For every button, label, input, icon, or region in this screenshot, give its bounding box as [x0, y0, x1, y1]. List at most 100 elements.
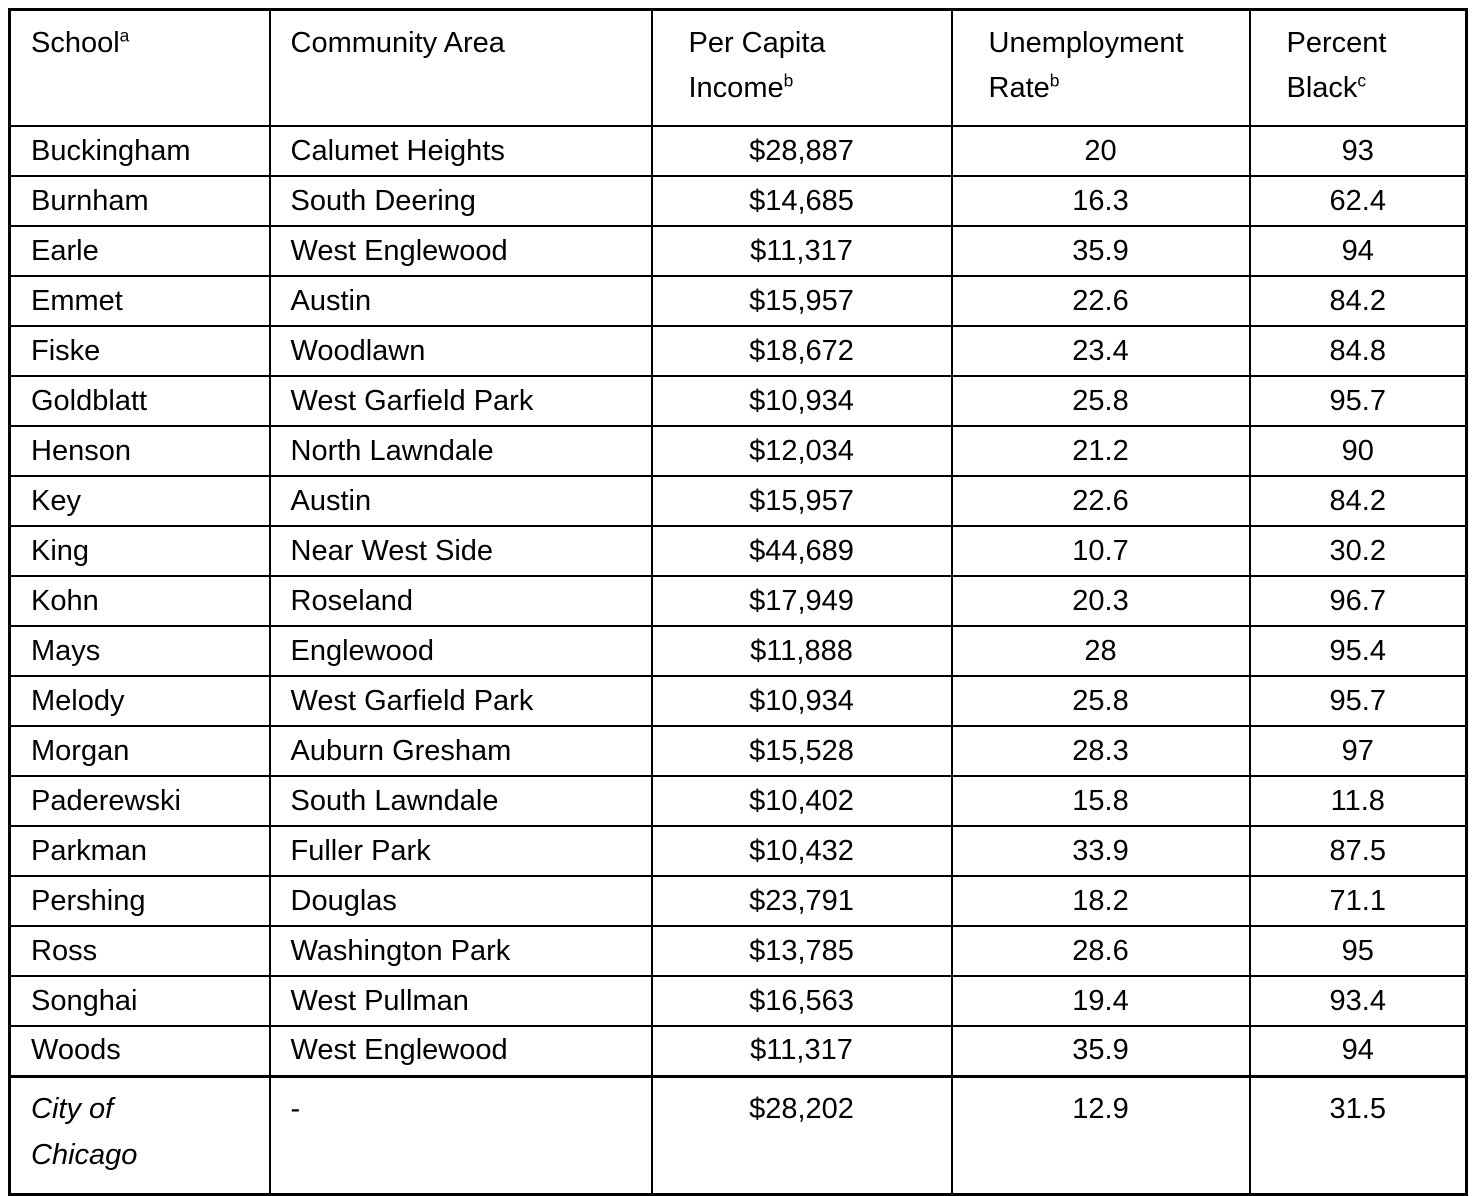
cell-school: King — [8, 525, 271, 577]
cell-school: Parkman — [8, 825, 271, 877]
footnote-marker-a: a — [119, 25, 130, 46]
cell-unemployment-rate: 28.6 — [950, 925, 1251, 977]
cell-unemployment-rate: 22.6 — [950, 475, 1251, 527]
cell-school: Goldblatt — [8, 375, 271, 427]
cell-per-capita-income: $16,563 — [650, 975, 953, 1027]
cell-school: Woods — [8, 1025, 271, 1077]
cell-school: Melody — [8, 675, 271, 727]
table-row: Buckingham Calumet Heights $28,887 20 93 — [8, 125, 1468, 177]
cell-per-capita-income: $44,689 — [650, 525, 953, 577]
footnote-marker-c: c — [1357, 70, 1367, 91]
cell-community-area: West Pullman — [268, 975, 653, 1027]
cell-unemployment-rate: 25.8 — [950, 375, 1251, 427]
cell-per-capita-income: $11,317 — [650, 1025, 953, 1077]
cell-unemployment-rate: 16.3 — [950, 175, 1251, 227]
cell-community-area: Douglas — [268, 875, 653, 927]
cell-community-area: Auburn Gresham — [268, 725, 653, 777]
cell-school: Emmet — [8, 275, 271, 327]
cell-unemployment-rate: 10.7 — [950, 525, 1251, 577]
cell-per-capita-income: $10,432 — [650, 825, 953, 877]
cell-percent-black: 93 — [1248, 125, 1468, 177]
column-header-percent-black: Percent Blackc — [1248, 8, 1468, 127]
table-row: King Near West Side $44,689 10.7 30.2 — [8, 525, 1468, 577]
table-row: Earle West Englewood $11,317 35.9 94 — [8, 225, 1468, 277]
cell-school: Kohn — [8, 575, 271, 627]
cell-community-area: West Englewood — [268, 1025, 653, 1077]
cell-percent-black: 30.2 — [1248, 525, 1468, 577]
table-row: Emmet Austin $15,957 22.6 84.2 — [8, 275, 1468, 327]
cell-school: Henson — [8, 425, 271, 477]
cell-community-area: Calumet Heights — [268, 125, 653, 177]
cell-percent-black: 84.8 — [1248, 325, 1468, 377]
cell-school: Morgan — [8, 725, 271, 777]
cell-percent-black: 94 — [1248, 1025, 1468, 1077]
cell-per-capita-income: $17,949 — [650, 575, 953, 627]
cell-school: Fiske — [8, 325, 271, 377]
cell-percent-black: 97 — [1248, 725, 1468, 777]
cell-unemployment-rate: 25.8 — [950, 675, 1251, 727]
table-row: Henson North Lawndale $12,034 21.2 90 — [8, 425, 1468, 477]
cell-percent-black: 87.5 — [1248, 825, 1468, 877]
table-row: Pershing Douglas $23,791 18.2 71.1 — [8, 875, 1468, 927]
cell-community-area: West Englewood — [268, 225, 653, 277]
cell-community-area: North Lawndale — [268, 425, 653, 477]
total-row-label: City of Chicago — [31, 1092, 138, 1171]
cell-percent-black: 84.2 — [1248, 475, 1468, 527]
cell-per-capita-income: $15,528 — [650, 725, 953, 777]
cell-per-capita-income: $10,934 — [650, 675, 953, 727]
cell-unemployment-rate: 35.9 — [950, 225, 1251, 277]
cell-per-capita-income: $10,402 — [650, 775, 953, 827]
table-row: Key Austin $15,957 22.6 84.2 — [8, 475, 1468, 527]
cell-per-capita-income: $15,957 — [650, 475, 953, 527]
cell-per-capita-income: $12,034 — [650, 425, 953, 477]
cell-community-area: Englewood — [268, 625, 653, 677]
cell-community-area: Fuller Park — [268, 825, 653, 877]
column-header-school: Schoola — [8, 8, 271, 127]
cell-per-capita-income: $18,672 — [650, 325, 953, 377]
cell-unemployment-rate: 18.2 — [950, 875, 1251, 927]
cell-community-area: West Garfield Park — [268, 675, 653, 727]
footnote-marker-b: b — [783, 70, 794, 91]
table-header: Schoola Community Area Per Capita Incomeb Un… — [8, 8, 1468, 127]
cell-per-capita-income: $28,887 — [650, 125, 953, 177]
cell-per-capita-income: $28,202 — [650, 1074, 953, 1195]
table-row: Morgan Auburn Gresham $15,528 28.3 97 — [8, 725, 1468, 777]
cell-per-capita-income: $14,685 — [650, 175, 953, 227]
cell-per-capita-income: $13,785 — [650, 925, 953, 977]
cell-unemployment-rate: 15.8 — [950, 775, 1251, 827]
table-row: Ross Washington Park $13,785 28.6 95 — [8, 925, 1468, 977]
cell-percent-black: 90 — [1248, 425, 1468, 477]
cell-percent-black: 93.4 — [1248, 975, 1468, 1027]
cell-school: Earle — [8, 225, 271, 277]
total-row: City of Chicago - $28,202 12.9 31.5 — [8, 1074, 1468, 1195]
cell-percent-black: 71.1 — [1248, 875, 1468, 927]
cell-community-area: Austin — [268, 275, 653, 327]
cell-school: Buckingham — [8, 125, 271, 177]
cell-percent-black: 11.8 — [1248, 775, 1468, 827]
cell-school: Pershing — [8, 875, 271, 927]
school-demographics-table: Schoola Community Area Per Capita Incomeb Un… — [8, 8, 1468, 1196]
column-header-community-area: Community Area — [268, 8, 653, 127]
table-row: Parkman Fuller Park $10,432 33.9 87.5 — [8, 825, 1468, 877]
table-row: Mays Englewood $11,888 28 95.4 — [8, 625, 1468, 677]
cell-per-capita-income: $23,791 — [650, 875, 953, 927]
footnote-marker-b: b — [1049, 70, 1060, 91]
cell-community-area: West Garfield Park — [268, 375, 653, 427]
table-row: Melody West Garfield Park $10,934 25.8 95.7 — [8, 675, 1468, 727]
cell-school: City of Chicago — [8, 1074, 271, 1195]
cell-percent-black: 95.4 — [1248, 625, 1468, 677]
table-row: Goldblatt West Garfield Park $10,934 25.8 95… — [8, 375, 1468, 427]
cell-percent-black: 62.4 — [1248, 175, 1468, 227]
table-body: Buckingham Calumet Heights $28,887 20 93 Burn… — [8, 125, 1468, 1195]
table-row: Songhai West Pullman $16,563 19.4 93.4 — [8, 975, 1468, 1027]
cell-per-capita-income: $11,317 — [650, 225, 953, 277]
header-row: Schoola Community Area Per Capita Incomeb Un… — [8, 8, 1468, 127]
column-header-per-capita-income: Per Capita Incomeb — [650, 8, 953, 127]
cell-unemployment-rate: 12.9 — [950, 1074, 1251, 1195]
cell-unemployment-rate: 20 — [950, 125, 1251, 177]
cell-percent-black: 95.7 — [1248, 375, 1468, 427]
cell-percent-black: 84.2 — [1248, 275, 1468, 327]
cell-school: Key — [8, 475, 271, 527]
table-row: Fiske Woodlawn $18,672 23.4 84.8 — [8, 325, 1468, 377]
cell-school: Ross — [8, 925, 271, 977]
